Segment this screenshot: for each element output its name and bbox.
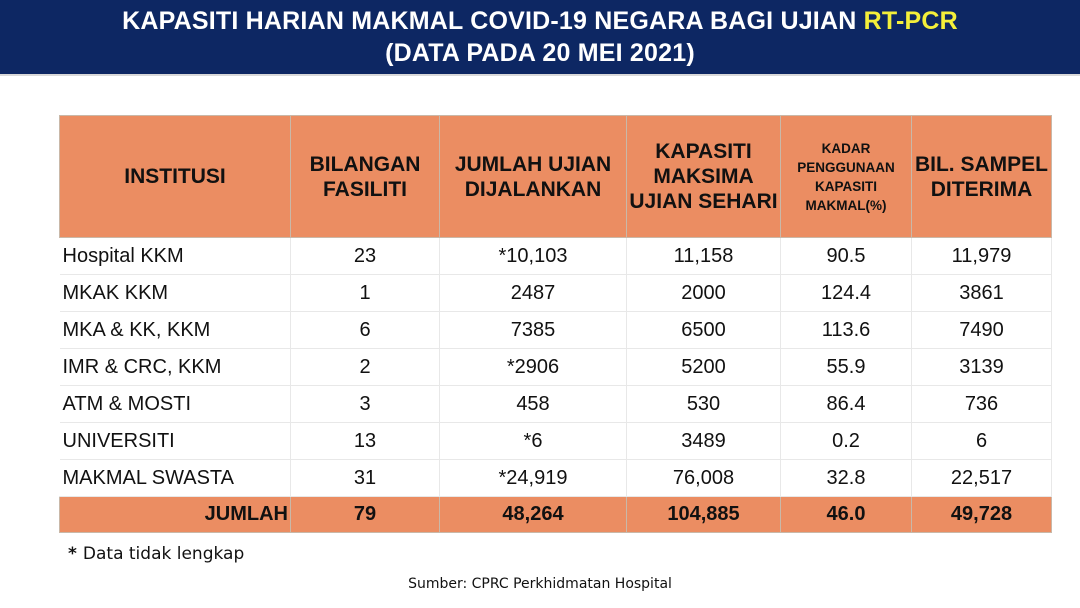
table-header-row: INSTITUSI BILANGAN FASILITI JUMLAH UJIAN… [59, 115, 1052, 238]
cell-jumlah-ujian: 2487 [439, 274, 627, 312]
title-banner: KAPASITI HARIAN MAKMAL COVID-19 NEGARA B… [0, 0, 1080, 74]
cell-institusi: ATM & MOSTI [59, 385, 291, 423]
total-kapasiti: 104,885 [626, 496, 781, 533]
header-kapasiti-maksima: KAPASITI MAKSIMA UJIAN SEHARI [626, 115, 781, 238]
cell-institusi: MKAK KKM [59, 274, 291, 312]
cell-jumlah-ujian: *10,103 [439, 237, 627, 275]
header-bilangan-fasiliti: BILANGAN FASILITI [290, 115, 440, 238]
cell-institusi: UNIVERSITI [59, 422, 291, 460]
cell-bilangan: 31 [290, 459, 440, 497]
title-main-text: KAPASITI HARIAN MAKMAL COVID-19 NEGARA B… [122, 7, 864, 35]
cell-kadar: 0.2 [780, 422, 912, 460]
table-row: MKA & KK, KKM 6 7385 6500 113.6 7490 [59, 311, 1052, 349]
table-row: MKAK KKM 1 2487 2000 124.4 3861 [59, 274, 1052, 312]
cell-kadar: 90.5 [780, 237, 912, 275]
capacity-table: INSTITUSI BILANGAN FASILITI JUMLAH UJIAN… [59, 115, 1052, 533]
cell-bilangan: 1 [290, 274, 440, 312]
cell-bilangan: 3 [290, 385, 440, 423]
table-row: ATM & MOSTI 3 458 530 86.4 736 [59, 385, 1052, 423]
cell-kadar: 113.6 [780, 311, 912, 349]
cell-kapasiti: 11,158 [626, 237, 781, 275]
cell-kapasiti: 5200 [626, 348, 781, 386]
cell-kadar: 32.8 [780, 459, 912, 497]
cell-kapasiti: 6500 [626, 311, 781, 349]
cell-jumlah-ujian: *2906 [439, 348, 627, 386]
total-jumlah-ujian: 48,264 [439, 496, 627, 533]
total-row: JUMLAH 79 48,264 104,885 46.0 49,728 [59, 496, 1052, 533]
cell-kapasiti: 3489 [626, 422, 781, 460]
cell-kadar: 55.9 [780, 348, 912, 386]
cell-institusi: MAKMAL SWASTA [59, 459, 291, 497]
cell-jumlah-ujian: *24,919 [439, 459, 627, 497]
cell-bilangan: 6 [290, 311, 440, 349]
total-sampel: 49,728 [911, 496, 1052, 533]
footnote-text: Data tidak lengkap [82, 544, 245, 564]
title-line-2: (DATA PADA 20 MEI 2021) [385, 39, 695, 67]
table-row: MAKMAL SWASTA 31 *24,919 76,008 32.8 22,… [59, 459, 1052, 497]
title-highlight: RT-PCR [863, 7, 958, 35]
cell-kadar: 124.4 [780, 274, 912, 312]
total-kadar: 46.0 [780, 496, 912, 533]
cell-sampel: 6 [911, 422, 1052, 460]
cell-kapasiti: 530 [626, 385, 781, 423]
cell-bilangan: 23 [290, 237, 440, 275]
cell-jumlah-ujian: *6 [439, 422, 627, 460]
source-credit: Sumber: CPRC Perkhidmatan Hospital [408, 576, 672, 592]
header-bil-sampel: BIL. SAMPEL DITERIMA [911, 115, 1052, 238]
cell-institusi: Hospital KKM [59, 237, 291, 275]
table-row: Hospital KKM 23 *10,103 11,158 90.5 11,9… [59, 237, 1052, 275]
header-kadar-penggunaan: KADAR PENGGUNAAN KAPASITI MAKMAL(%) [780, 115, 912, 238]
cell-sampel: 22,517 [911, 459, 1052, 497]
cell-kapasiti: 2000 [626, 274, 781, 312]
cell-sampel: 7490 [911, 311, 1052, 349]
total-label: JUMLAH [59, 496, 291, 533]
footnote-star: * [68, 544, 77, 564]
cell-jumlah-ujian: 458 [439, 385, 627, 423]
total-bilangan: 79 [290, 496, 440, 533]
cell-bilangan: 13 [290, 422, 440, 460]
cell-kapasiti: 76,008 [626, 459, 781, 497]
cell-sampel: 736 [911, 385, 1052, 423]
cell-sampel: 11,979 [911, 237, 1052, 275]
cell-institusi: MKA & KK, KKM [59, 311, 291, 349]
cell-sampel: 3861 [911, 274, 1052, 312]
title-line-1: KAPASITI HARIAN MAKMAL COVID-19 NEGARA B… [0, 5, 1080, 37]
table-row: IMR & CRC, KKM 2 *2906 5200 55.9 3139 [59, 348, 1052, 386]
cell-jumlah-ujian: 7385 [439, 311, 627, 349]
cell-sampel: 3139 [911, 348, 1052, 386]
cell-kadar: 86.4 [780, 385, 912, 423]
footnote: * Data tidak lengkap [68, 544, 244, 564]
header-jumlah-ujian: JUMLAH UJIAN DIJALANKAN [439, 115, 627, 238]
header-institusi: INSTITUSI [59, 115, 291, 238]
table-row: UNIVERSITI 13 *6 3489 0.2 6 [59, 422, 1052, 460]
banner-divider [0, 74, 1080, 76]
cell-bilangan: 2 [290, 348, 440, 386]
cell-institusi: IMR & CRC, KKM [59, 348, 291, 386]
